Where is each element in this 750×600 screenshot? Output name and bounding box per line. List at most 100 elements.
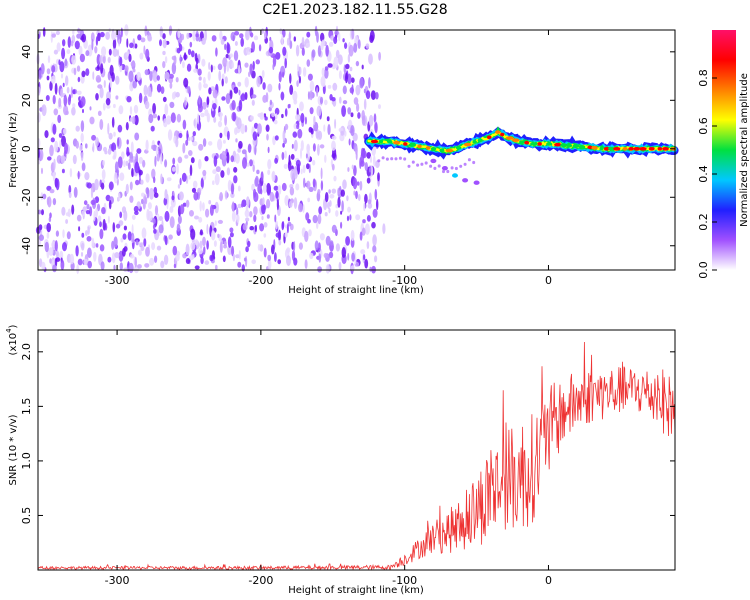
- colorbar-tick-label: 0.8: [697, 69, 710, 87]
- noise-blob: [175, 77, 179, 83]
- noise-blob: [143, 238, 147, 247]
- noise-blob: [267, 258, 272, 270]
- noise-blob: [168, 234, 173, 240]
- noise-blob: [73, 186, 78, 198]
- noise-blob: [255, 175, 259, 186]
- noise-blob: [253, 35, 259, 41]
- noise-blob: [182, 142, 186, 154]
- noise-blob: [177, 156, 183, 164]
- noise-blob: [235, 153, 240, 164]
- noise-blob: [217, 111, 223, 118]
- noise-blob: [334, 30, 339, 36]
- snr-series-line: [37, 341, 676, 571]
- noise-blob: [319, 233, 325, 241]
- noise-blob: [194, 265, 200, 270]
- noise-blob: [295, 44, 300, 57]
- noise-blob: [78, 226, 81, 232]
- noise-blob: [128, 53, 132, 63]
- noise-blob: [249, 63, 253, 75]
- noise-blob: [351, 252, 355, 262]
- noise-blob: [125, 122, 129, 131]
- ridge-halo: [442, 169, 445, 174]
- noise-blob: [247, 240, 251, 248]
- noise-blob: [61, 47, 66, 60]
- noise-blob: [364, 223, 370, 235]
- noise-blob: [244, 209, 250, 218]
- noise-blob: [81, 70, 86, 78]
- noise-blob: [163, 197, 168, 206]
- noise-blob: [71, 107, 76, 116]
- noise-blob: [251, 41, 256, 53]
- noise-blob: [297, 63, 300, 72]
- noise-blob: [304, 116, 307, 125]
- noise-blob: [114, 252, 120, 259]
- noise-blob: [282, 71, 285, 78]
- noise-blob: [374, 122, 378, 134]
- noise-blob: [240, 93, 246, 102]
- noise-blob: [320, 167, 323, 180]
- noise-blob: [362, 150, 367, 159]
- noise-blob: [287, 159, 292, 172]
- spectrogram-x-tick-label: -300: [105, 274, 130, 287]
- noise-blob: [319, 144, 325, 149]
- noise-blob: [99, 55, 103, 64]
- noise-blob: [120, 237, 124, 243]
- noise-blob: [262, 197, 265, 206]
- noise-blob: [201, 37, 206, 45]
- noise-blob: [238, 140, 243, 149]
- noise-blob: [267, 159, 272, 170]
- noise-blob: [306, 163, 310, 170]
- noise-blob: [300, 112, 305, 124]
- noise-blob: [264, 116, 268, 121]
- noise-blob: [293, 257, 298, 266]
- noise-blob: [324, 192, 329, 203]
- noise-blob: [140, 245, 145, 252]
- noise-blob: [226, 151, 230, 164]
- noise-blob: [86, 236, 92, 242]
- noise-blob: [112, 48, 118, 57]
- noise-blob: [169, 206, 174, 213]
- noise-blob: [86, 203, 90, 210]
- noise-blob: [297, 128, 303, 139]
- noise-blob: [334, 118, 337, 129]
- noise-blob: [217, 138, 223, 151]
- noise-blob: [285, 224, 288, 229]
- noise-blob: [113, 131, 116, 137]
- noise-blob: [233, 50, 239, 61]
- noise-blob: [231, 111, 237, 122]
- noise-blob: [219, 132, 223, 139]
- noise-blob: [369, 156, 373, 163]
- ridge-hotspot: [587, 145, 593, 150]
- noise-blob: [231, 100, 236, 111]
- noise-blob: [213, 240, 217, 248]
- noise-blob: [54, 82, 58, 95]
- noise-blob: [112, 38, 117, 50]
- ridge-hotspot: [403, 142, 408, 146]
- noise-blob: [169, 30, 172, 36]
- noise-blob: [140, 179, 144, 185]
- noise-blob: [153, 218, 156, 224]
- noise-blob: [220, 38, 225, 45]
- noise-blob: [281, 182, 287, 192]
- ridge-halo: [398, 156, 402, 160]
- noise-blob: [129, 195, 134, 203]
- noise-blob: [324, 99, 328, 106]
- noise-blob: [260, 171, 264, 182]
- noise-blob: [145, 48, 150, 60]
- noise-blob: [327, 124, 331, 136]
- colorbar-tick-label: 0.2: [697, 213, 710, 231]
- noise-blob: [107, 215, 110, 224]
- noise-blob: [327, 84, 332, 89]
- noise-blob: [144, 100, 150, 110]
- noise-blob: [289, 73, 292, 84]
- noise-blob: [125, 183, 129, 195]
- noise-blob: [72, 89, 76, 95]
- noise-blob: [275, 220, 278, 230]
- noise-blob: [331, 163, 335, 171]
- noise-blob: [190, 228, 196, 240]
- noise-blob: [320, 41, 324, 51]
- noise-blob: [134, 161, 140, 174]
- noise-blob: [204, 29, 208, 41]
- noise-blob: [199, 229, 203, 236]
- ridge-halo: [472, 160, 476, 165]
